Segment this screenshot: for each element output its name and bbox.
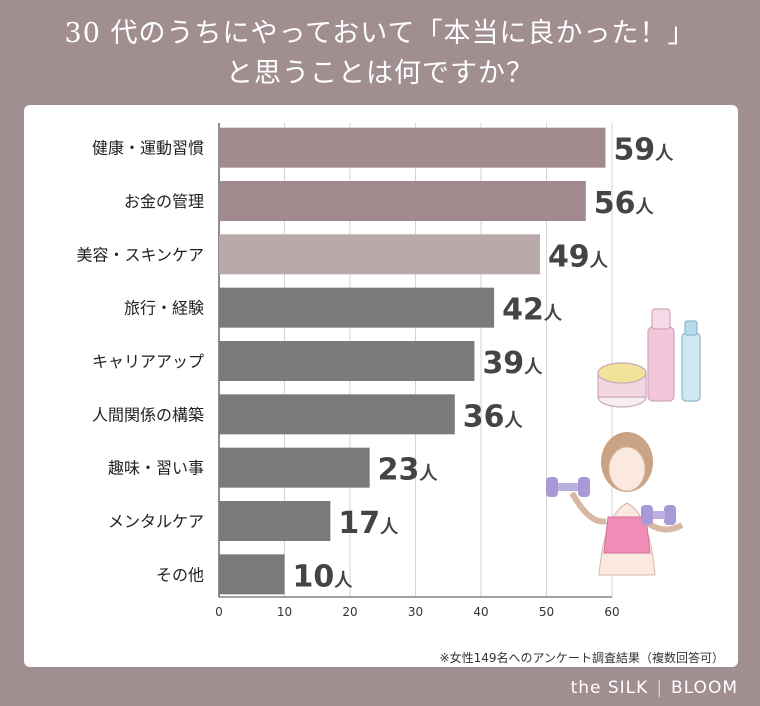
value-label: 42人 <box>502 293 563 328</box>
category-label: 健康・運動習慣 <box>92 139 204 158</box>
category-label: キャリアアップ <box>92 352 204 371</box>
value-label: 39人 <box>482 346 543 381</box>
title-line-1: 30 代のうちにやっておいて「本当に良かった！」 <box>64 18 696 49</box>
x-tick-label: 30 <box>408 605 423 619</box>
chart-title: 30 代のうちにやっておいて「本当に良かった！」 と思うことは何ですか？ <box>0 14 760 94</box>
illustrations <box>546 308 701 576</box>
bar <box>219 341 475 381</box>
x-tick-label: 40 <box>473 605 488 619</box>
category-label: 旅行・経験 <box>124 299 204 318</box>
value-label: 36人 <box>463 399 524 434</box>
title-line-2: と思うことは何ですか？ <box>226 58 534 89</box>
x-tick-label: 20 <box>342 605 357 619</box>
bar <box>219 287 495 328</box>
value-label: 23人 <box>378 453 439 488</box>
cosmetics-icon <box>597 308 701 408</box>
bar <box>219 181 586 221</box>
survey-note: ※女性149名へのアンケート調査結果（複数回答可） <box>439 651 724 665</box>
bar <box>219 501 331 541</box>
value-label: 17人 <box>338 506 399 541</box>
x-tick-label: 10 <box>277 605 292 619</box>
category-label: 美容・スキンケア <box>76 245 204 264</box>
bar <box>219 127 606 168</box>
brand-separator: | <box>656 678 664 698</box>
chart-panel: 健康・運動習慣 59人お金の管理 56人美容・スキンケア 49人旅行・経験 42人キャリ… <box>24 105 738 667</box>
value-label: 56人 <box>594 186 655 221</box>
bar <box>219 447 370 488</box>
category-label: 趣味・習い事 <box>108 459 204 478</box>
brand-logo: the SILK | BLOOM <box>571 678 738 698</box>
value-label: 49人 <box>548 239 609 274</box>
x-tick-label: 0 <box>215 605 223 619</box>
x-tick-label: 50 <box>539 605 554 619</box>
bar <box>219 234 540 275</box>
bar <box>219 554 285 595</box>
bar <box>219 394 455 435</box>
value-label: 59人 <box>613 133 674 168</box>
woman-exercise-icon <box>546 432 684 576</box>
category-label: 人間関係の構築 <box>92 405 204 424</box>
category-label: その他 <box>156 565 204 584</box>
category-label: お金の管理 <box>124 192 204 211</box>
value-label: 10人 <box>293 559 354 594</box>
brand-left: the SILK <box>570 678 649 698</box>
category-label: メンタルケア <box>108 512 204 531</box>
brand-right: BLOOM <box>671 678 738 698</box>
x-tick-label: 60 <box>604 605 619 619</box>
